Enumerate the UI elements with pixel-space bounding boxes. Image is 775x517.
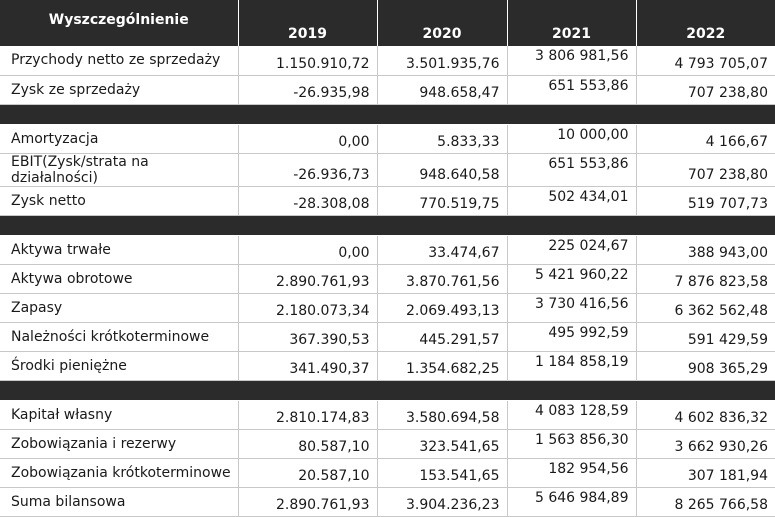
value-cell: 3.501.935,76: [377, 46, 508, 76]
value-cell: 4 793 705,07: [636, 46, 775, 76]
value-cell: 519 707,73: [636, 186, 775, 216]
table-row: Kapitał własny 2.810.174,83 3.580.694,58 4 …: [0, 400, 775, 430]
header-description: Wyszczególnienie: [0, 0, 239, 46]
separator-cell: [0, 215, 775, 236]
value-cell: 651 553,86: [507, 75, 637, 105]
value-cell: 307 181,94: [636, 458, 775, 488]
value-cell: 5 646 984,89: [507, 487, 637, 517]
table-row: Zobowiązania krótkoterminowe 20.587,10 153…: [0, 458, 775, 488]
value-cell: 3.904.236,23: [377, 487, 508, 517]
row-label: Suma bilansowa: [0, 487, 239, 517]
table-row: Środki pieniężne 341.490,37 1.354.682,25 1 …: [0, 351, 775, 381]
table-row: Amortyzacja 0,00 5.833,33 10 000,00 4 166,67: [0, 124, 775, 154]
value-cell: 388 943,00: [636, 235, 775, 265]
section-separator: [0, 215, 775, 236]
row-label: Zobowiązania i rezerwy: [0, 429, 239, 459]
table-row: Przychody netto ze sprzedaży 1.150.910,72…: [0, 46, 775, 76]
value-cell: 707 238,80: [636, 75, 775, 105]
section-separator: [0, 380, 775, 401]
separator-cell: [0, 380, 775, 401]
value-cell: 1 184 858,19: [507, 351, 637, 381]
value-cell: 1.150.910,72: [238, 46, 378, 76]
row-label: Zysk ze sprzedaży: [0, 75, 239, 105]
value-cell: 4 083 128,59: [507, 400, 637, 430]
row-label: Zapasy: [0, 293, 239, 323]
value-cell: 33.474,67: [377, 235, 508, 265]
value-cell: 5.833,33: [377, 124, 508, 154]
value-cell: 2.810.174,83: [238, 400, 378, 430]
value-cell: 2.890.761,93: [238, 487, 378, 517]
value-cell: 4 602 836,32: [636, 400, 775, 430]
table-row: Zysk ze sprzedaży -26.935,98 948.658,47 651…: [0, 75, 775, 105]
row-label: Amortyzacja: [0, 124, 239, 154]
value-cell: 908 365,29: [636, 351, 775, 381]
value-cell: -26.935,98: [238, 75, 378, 105]
value-cell: 0,00: [238, 124, 378, 154]
value-cell: -26.936,73: [238, 153, 378, 187]
row-label: EBIT(Zysk/strata na działalności): [0, 153, 239, 187]
value-cell: 5 421 960,22: [507, 264, 637, 294]
table-body: Przychody netto ze sprzedaży 1.150.910,72…: [0, 46, 775, 517]
value-cell: 7 876 823,58: [636, 264, 775, 294]
value-cell: 182 954,56: [507, 458, 637, 488]
value-cell: 770.519,75: [377, 186, 508, 216]
row-label: Aktywa obrotowe: [0, 264, 239, 294]
value-cell: 3 662 930,26: [636, 429, 775, 459]
header-row: Wyszczególnienie 2019 2020 2021 2022: [0, 0, 775, 46]
value-cell: 948.640,58: [377, 153, 508, 187]
table-row: Aktywa trwałe 0,00 33.474,67 225 024,67 388 …: [0, 235, 775, 265]
table-row: Suma bilansowa 2.890.761,93 3.904.236,23 5 …: [0, 487, 775, 517]
value-cell: 20.587,10: [238, 458, 378, 488]
value-cell: 2.890.761,93: [238, 264, 378, 294]
value-cell: 4 166,67: [636, 124, 775, 154]
value-cell: 6 362 562,48: [636, 293, 775, 323]
value-cell: 153.541,65: [377, 458, 508, 488]
header-year-2019: 2019: [238, 0, 378, 46]
value-cell: 367.390,53: [238, 322, 378, 352]
value-cell: 3 806 981,56: [507, 46, 637, 76]
table-row: Zysk netto -28.308,08 770.519,75 502 434,01…: [0, 186, 775, 216]
separator-cell: [0, 104, 775, 125]
row-label: Kapitał własny: [0, 400, 239, 430]
value-cell: 495 992,59: [507, 322, 637, 352]
row-label: Zobowiązania krótkoterminowe: [0, 458, 239, 488]
header-year-2021: 2021: [507, 0, 637, 46]
value-cell: -28.308,08: [238, 186, 378, 216]
value-cell: 707 238,80: [636, 153, 775, 187]
value-cell: 502 434,01: [507, 186, 637, 216]
section-separator: [0, 104, 775, 125]
row-label: Zysk netto: [0, 186, 239, 216]
value-cell: 323.541,65: [377, 429, 508, 459]
table-row: EBIT(Zysk/strata na działalności) -26.936…: [0, 153, 775, 187]
value-cell: 3 730 416,56: [507, 293, 637, 323]
value-cell: 2.180.073,34: [238, 293, 378, 323]
value-cell: 8 265 766,58: [636, 487, 775, 517]
value-cell: 80.587,10: [238, 429, 378, 459]
value-cell: 225 024,67: [507, 235, 637, 265]
value-cell: 3.580.694,58: [377, 400, 508, 430]
value-cell: 1.354.682,25: [377, 351, 508, 381]
row-label: Aktywa trwałe: [0, 235, 239, 265]
table-row: Aktywa obrotowe 2.890.761,93 3.870.761,56 5…: [0, 264, 775, 294]
table-row: Zobowiązania i rezerwy 80.587,10 323.541,6…: [0, 429, 775, 459]
header-year-2022: 2022: [636, 0, 775, 46]
value-cell: 10 000,00: [507, 124, 637, 154]
row-label: Środki pieniężne: [0, 351, 239, 381]
header-year-2020: 2020: [377, 0, 508, 46]
row-label: Należności krótkoterminowe: [0, 322, 239, 352]
value-cell: 445.291,57: [377, 322, 508, 352]
value-cell: 0,00: [238, 235, 378, 265]
value-cell: 1 563 856,30: [507, 429, 637, 459]
table-row: Zapasy 2.180.073,34 2.069.493,13 3 730 416,…: [0, 293, 775, 323]
value-cell: 2.069.493,13: [377, 293, 508, 323]
value-cell: 651 553,86: [507, 153, 637, 187]
value-cell: 591 429,59: [636, 322, 775, 352]
value-cell: 341.490,37: [238, 351, 378, 381]
value-cell: 948.658,47: [377, 75, 508, 105]
row-label: Przychody netto ze sprzedaży: [0, 46, 239, 76]
value-cell: 3.870.761,56: [377, 264, 508, 294]
table-row: Należności krótkoterminowe 367.390,53 445.…: [0, 322, 775, 352]
